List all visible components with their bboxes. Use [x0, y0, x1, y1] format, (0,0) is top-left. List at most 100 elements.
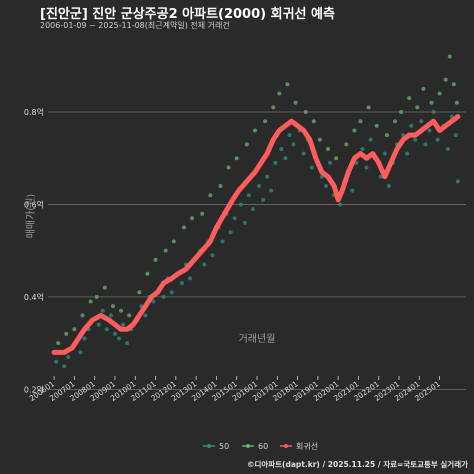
- regression-path: [51, 114, 461, 355]
- data-point-50: [246, 193, 251, 198]
- data-point-50: [104, 327, 109, 332]
- data-point-60: [285, 82, 290, 87]
- data-point-50: [143, 313, 148, 318]
- data-point-50: [202, 262, 207, 267]
- data-point-50: [62, 364, 67, 369]
- data-point-60: [181, 225, 186, 230]
- data-point-60: [263, 119, 268, 124]
- data-point-50: [301, 151, 306, 156]
- data-point-50: [54, 359, 59, 364]
- chart-subtitle: 2006-01-09 ~ 2025-11-08(최근계약일) 전체 거래건: [40, 21, 230, 30]
- data-point-60: [252, 128, 257, 133]
- data-point-60: [392, 119, 397, 124]
- data-point-60: [218, 183, 223, 188]
- data-point-50: [210, 253, 215, 258]
- y-tick-label: 0.6억: [24, 199, 44, 209]
- data-point-60: [437, 91, 442, 96]
- data-point-60: [102, 285, 107, 290]
- data-point-60: [293, 100, 298, 105]
- data-point-50: [242, 220, 247, 225]
- data-point-60: [200, 211, 205, 216]
- data-point-50: [405, 151, 410, 156]
- data-point-50: [250, 207, 255, 212]
- data-point-50: [108, 313, 113, 318]
- data-point-60: [226, 165, 231, 170]
- legend-label: 회귀선: [296, 441, 318, 451]
- data-point-60: [208, 193, 213, 198]
- data-point-60: [88, 299, 93, 304]
- data-point-50: [100, 308, 105, 313]
- data-point-50: [386, 183, 391, 188]
- data-point-50: [323, 183, 328, 188]
- data-point-60: [145, 271, 150, 276]
- data-point-60: [447, 54, 452, 59]
- data-point-60: [443, 77, 448, 82]
- data-point-50: [169, 290, 174, 295]
- legend-label: 60: [258, 442, 268, 451]
- data-point-60: [110, 304, 115, 309]
- data-point-50: [238, 202, 243, 207]
- source-footer: ©디아파트(dapt.kr) / 2025.11.25 / 자료=국토교통부 실…: [246, 460, 468, 469]
- data-point-60: [374, 123, 379, 128]
- data-point-50: [121, 322, 126, 327]
- data-point-60: [171, 239, 176, 244]
- data-point-60: [64, 331, 69, 336]
- y-tick-label: 0.4억: [24, 292, 44, 302]
- data-point-60: [311, 119, 316, 124]
- data-point-60: [454, 100, 459, 105]
- data-point-60: [352, 128, 357, 133]
- y-axis: 0.2억 0.4억 0.6억 0.8억: [24, 107, 44, 394]
- data-point-50: [232, 216, 237, 221]
- data-point-50: [283, 156, 288, 161]
- data-point-50: [220, 239, 225, 244]
- regression-line: [51, 114, 461, 355]
- data-point-50: [273, 160, 278, 165]
- data-point-60: [451, 82, 456, 87]
- data-point-50: [179, 281, 184, 286]
- data-point-60: [244, 142, 249, 147]
- data-point-60: [344, 142, 349, 147]
- grid-lines: [48, 111, 466, 390]
- data-point-50: [364, 165, 369, 170]
- data-point-60: [271, 105, 276, 110]
- chart-title: [진안군] 진안 군상주공2 아파트(2000) 회귀선 예측: [40, 7, 335, 22]
- y-tick-label: 0.2억: [24, 384, 44, 394]
- data-point-60: [153, 257, 158, 262]
- data-point-50: [309, 165, 314, 170]
- data-point-50: [117, 336, 122, 341]
- data-point-50: [151, 299, 156, 304]
- data-point-50: [360, 146, 365, 151]
- data-point-60: [317, 137, 322, 142]
- data-point-50: [125, 341, 130, 346]
- data-point-50: [427, 128, 432, 133]
- data-point-50: [78, 350, 83, 355]
- data-point-60: [407, 96, 412, 101]
- data-point-60: [384, 133, 389, 138]
- y-tick-label: 0.8억: [24, 107, 44, 117]
- data-point-60: [399, 109, 404, 114]
- data-point-50: [66, 355, 71, 360]
- data-point-50: [161, 294, 166, 299]
- data-point-60: [421, 86, 426, 91]
- data-point-50: [431, 109, 436, 114]
- scatter-points: [54, 54, 460, 369]
- data-point-50: [419, 119, 424, 124]
- data-point-50: [269, 188, 274, 193]
- data-point-50: [188, 276, 193, 281]
- x-axis-label: 거래년월: [239, 333, 276, 345]
- data-point-50: [368, 137, 373, 142]
- data-point-50: [338, 202, 343, 207]
- data-point-60: [234, 156, 239, 161]
- data-point-50: [279, 146, 284, 151]
- data-point-60: [127, 313, 132, 318]
- y-axis-label: 매매가(원): [25, 194, 37, 239]
- data-point-60: [358, 119, 363, 124]
- data-point-50: [291, 142, 296, 147]
- legend-marker: [284, 444, 288, 448]
- data-point-50: [413, 137, 418, 142]
- data-point-60: [326, 146, 331, 151]
- legend-marker: [207, 444, 211, 448]
- data-point-50: [228, 230, 233, 235]
- data-point-60: [334, 156, 339, 161]
- data-point-50: [265, 174, 270, 179]
